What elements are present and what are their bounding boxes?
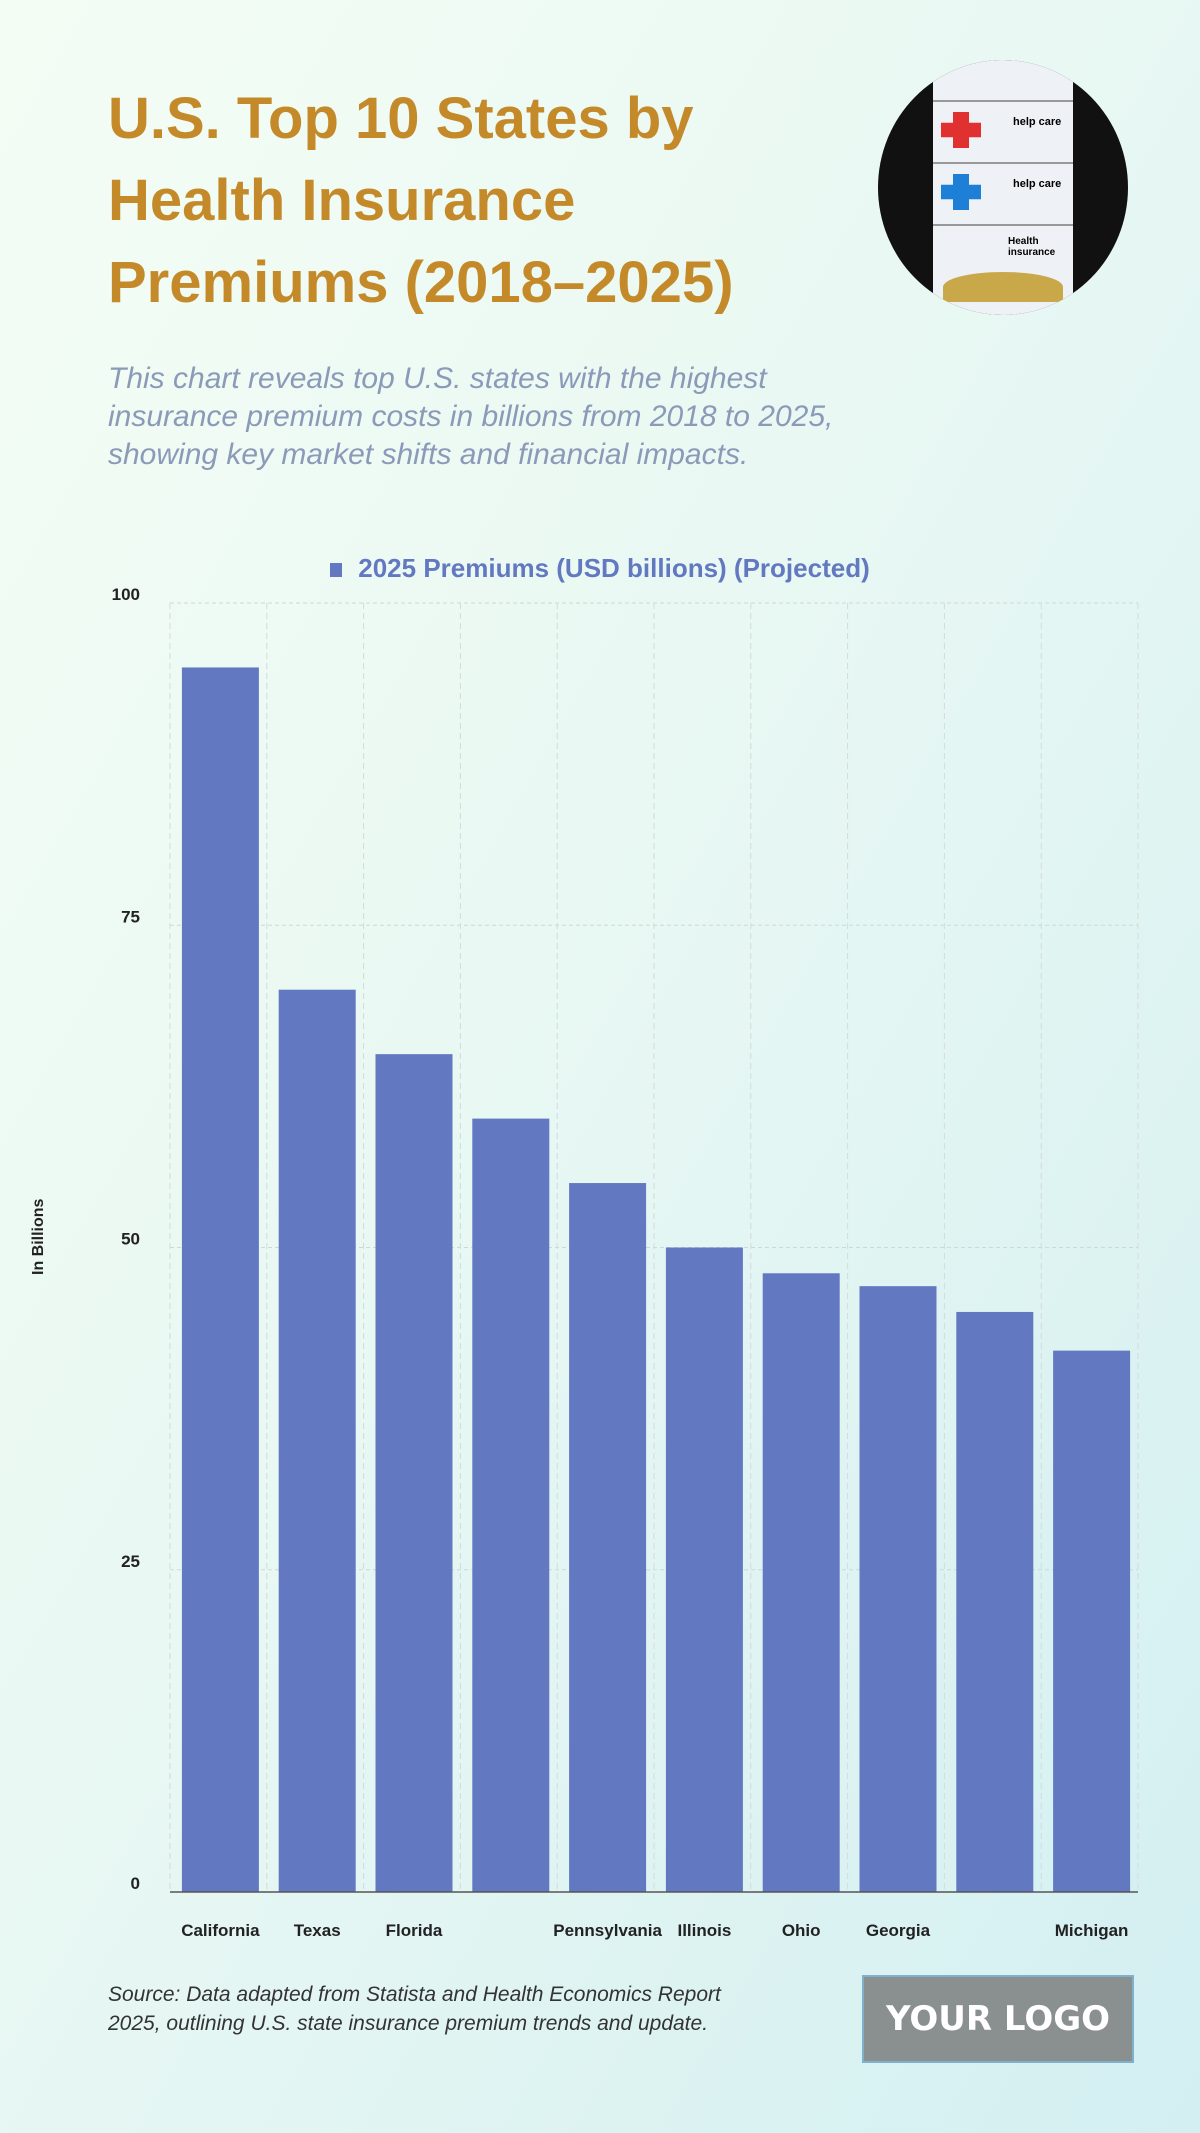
x-tick-label: Ohio bbox=[782, 1921, 821, 1940]
header: U.S. Top 10 States by Health Insurance P… bbox=[108, 78, 868, 474]
bar-florida bbox=[375, 1054, 453, 1892]
bar-michigan bbox=[1053, 1350, 1131, 1892]
chart-title: U.S. Top 10 States by Health Insurance P… bbox=[108, 86, 734, 315]
bar-georgia bbox=[859, 1286, 937, 1892]
source-note: Source: Data adapted from Statista and H… bbox=[108, 1983, 721, 2035]
x-tick-label: Texas bbox=[294, 1921, 341, 1940]
card-text: help care bbox=[1013, 116, 1062, 128]
legend-label: 2025 Premiums (USD billions) (Projected) bbox=[358, 553, 870, 583]
y-tick-label: 100 bbox=[112, 585, 140, 604]
logo-placeholder: YOUR LOGO bbox=[862, 1975, 1134, 2063]
x-tick-label: Illinois bbox=[677, 1921, 731, 1940]
x-tick-label: Georgia bbox=[866, 1921, 931, 1940]
bar-ohio bbox=[762, 1273, 840, 1892]
x-tick-label: Michigan bbox=[1055, 1921, 1129, 1940]
y-tick-label: 25 bbox=[121, 1552, 140, 1571]
legend-swatch bbox=[330, 563, 343, 578]
y-tick-label: 75 bbox=[121, 907, 140, 926]
chart-subtitle: This chart reveals top U.S. states with … bbox=[108, 362, 834, 471]
x-tick-label: California bbox=[181, 1921, 260, 1940]
health-insurance-cards-image: help care help care Health insurance bbox=[878, 60, 1128, 315]
bar-illinois bbox=[665, 1247, 743, 1892]
bar-california bbox=[181, 667, 259, 1893]
x-tick-label: Florida bbox=[386, 1921, 443, 1940]
bar-unlabeled bbox=[472, 1118, 550, 1892]
x-tick-label: Pennsylvania bbox=[553, 1921, 662, 1940]
y-tick-label: 50 bbox=[121, 1230, 140, 1249]
chart-legend: 2025 Premiums (USD billions) (Projected) bbox=[0, 553, 1200, 584]
bar-texas bbox=[278, 989, 356, 1892]
card-text: Health insurance bbox=[1008, 236, 1056, 258]
bar-unlabeled bbox=[956, 1311, 1034, 1892]
card-text: help care bbox=[1013, 178, 1062, 190]
y-tick-label: 0 bbox=[131, 1874, 140, 1893]
bar-pennsylvania bbox=[569, 1183, 647, 1892]
